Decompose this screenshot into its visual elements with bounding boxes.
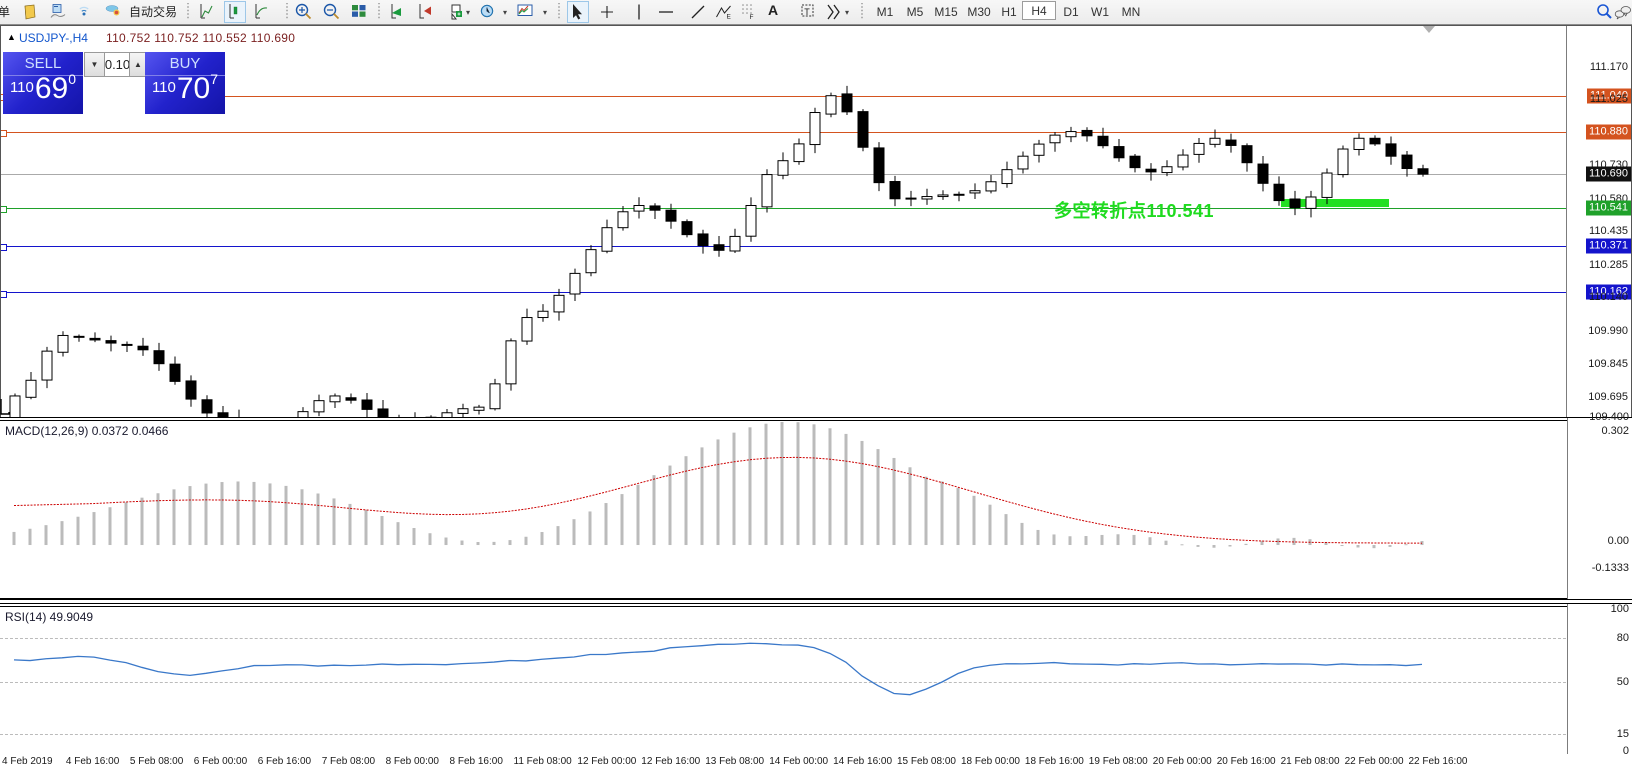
svg-text:F: F [750,14,754,21]
svg-text:E: E [727,14,732,21]
svg-text:T: T [804,7,810,17]
